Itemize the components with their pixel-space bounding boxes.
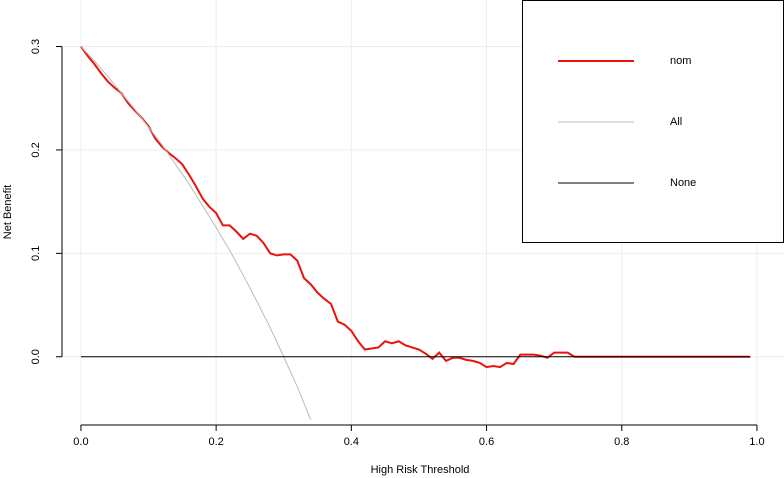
y-axis-label: Net Benefit [2,185,14,239]
plot-area [80,45,751,421]
axes: 0.0 0.2 0.4 0.6 0.8 1.0 0.0 0.1 0.2 0.3 [30,39,765,448]
legend: nom All None [522,0,784,243]
series-line [80,46,312,421]
x-tick-label: 1.0 [749,436,764,448]
y-tick-label: 0.2 [30,142,42,157]
legend-label: nom [670,55,691,67]
legend-label: None [670,177,696,189]
x-tick-label: 0.4 [344,436,359,448]
x-tick-label: 0.0 [73,436,88,448]
x-tick-label: 0.6 [479,436,494,448]
x-tick-label: 0.8 [614,436,629,448]
x-axis-label: High Risk Threshold [371,464,470,476]
y-tick-label: 0.3 [30,39,42,54]
y-tick-label: 0.0 [30,349,42,364]
y-tick-label: 0.1 [30,246,42,261]
x-tick-label: 0.2 [208,436,223,448]
legend-label: All [670,116,682,128]
